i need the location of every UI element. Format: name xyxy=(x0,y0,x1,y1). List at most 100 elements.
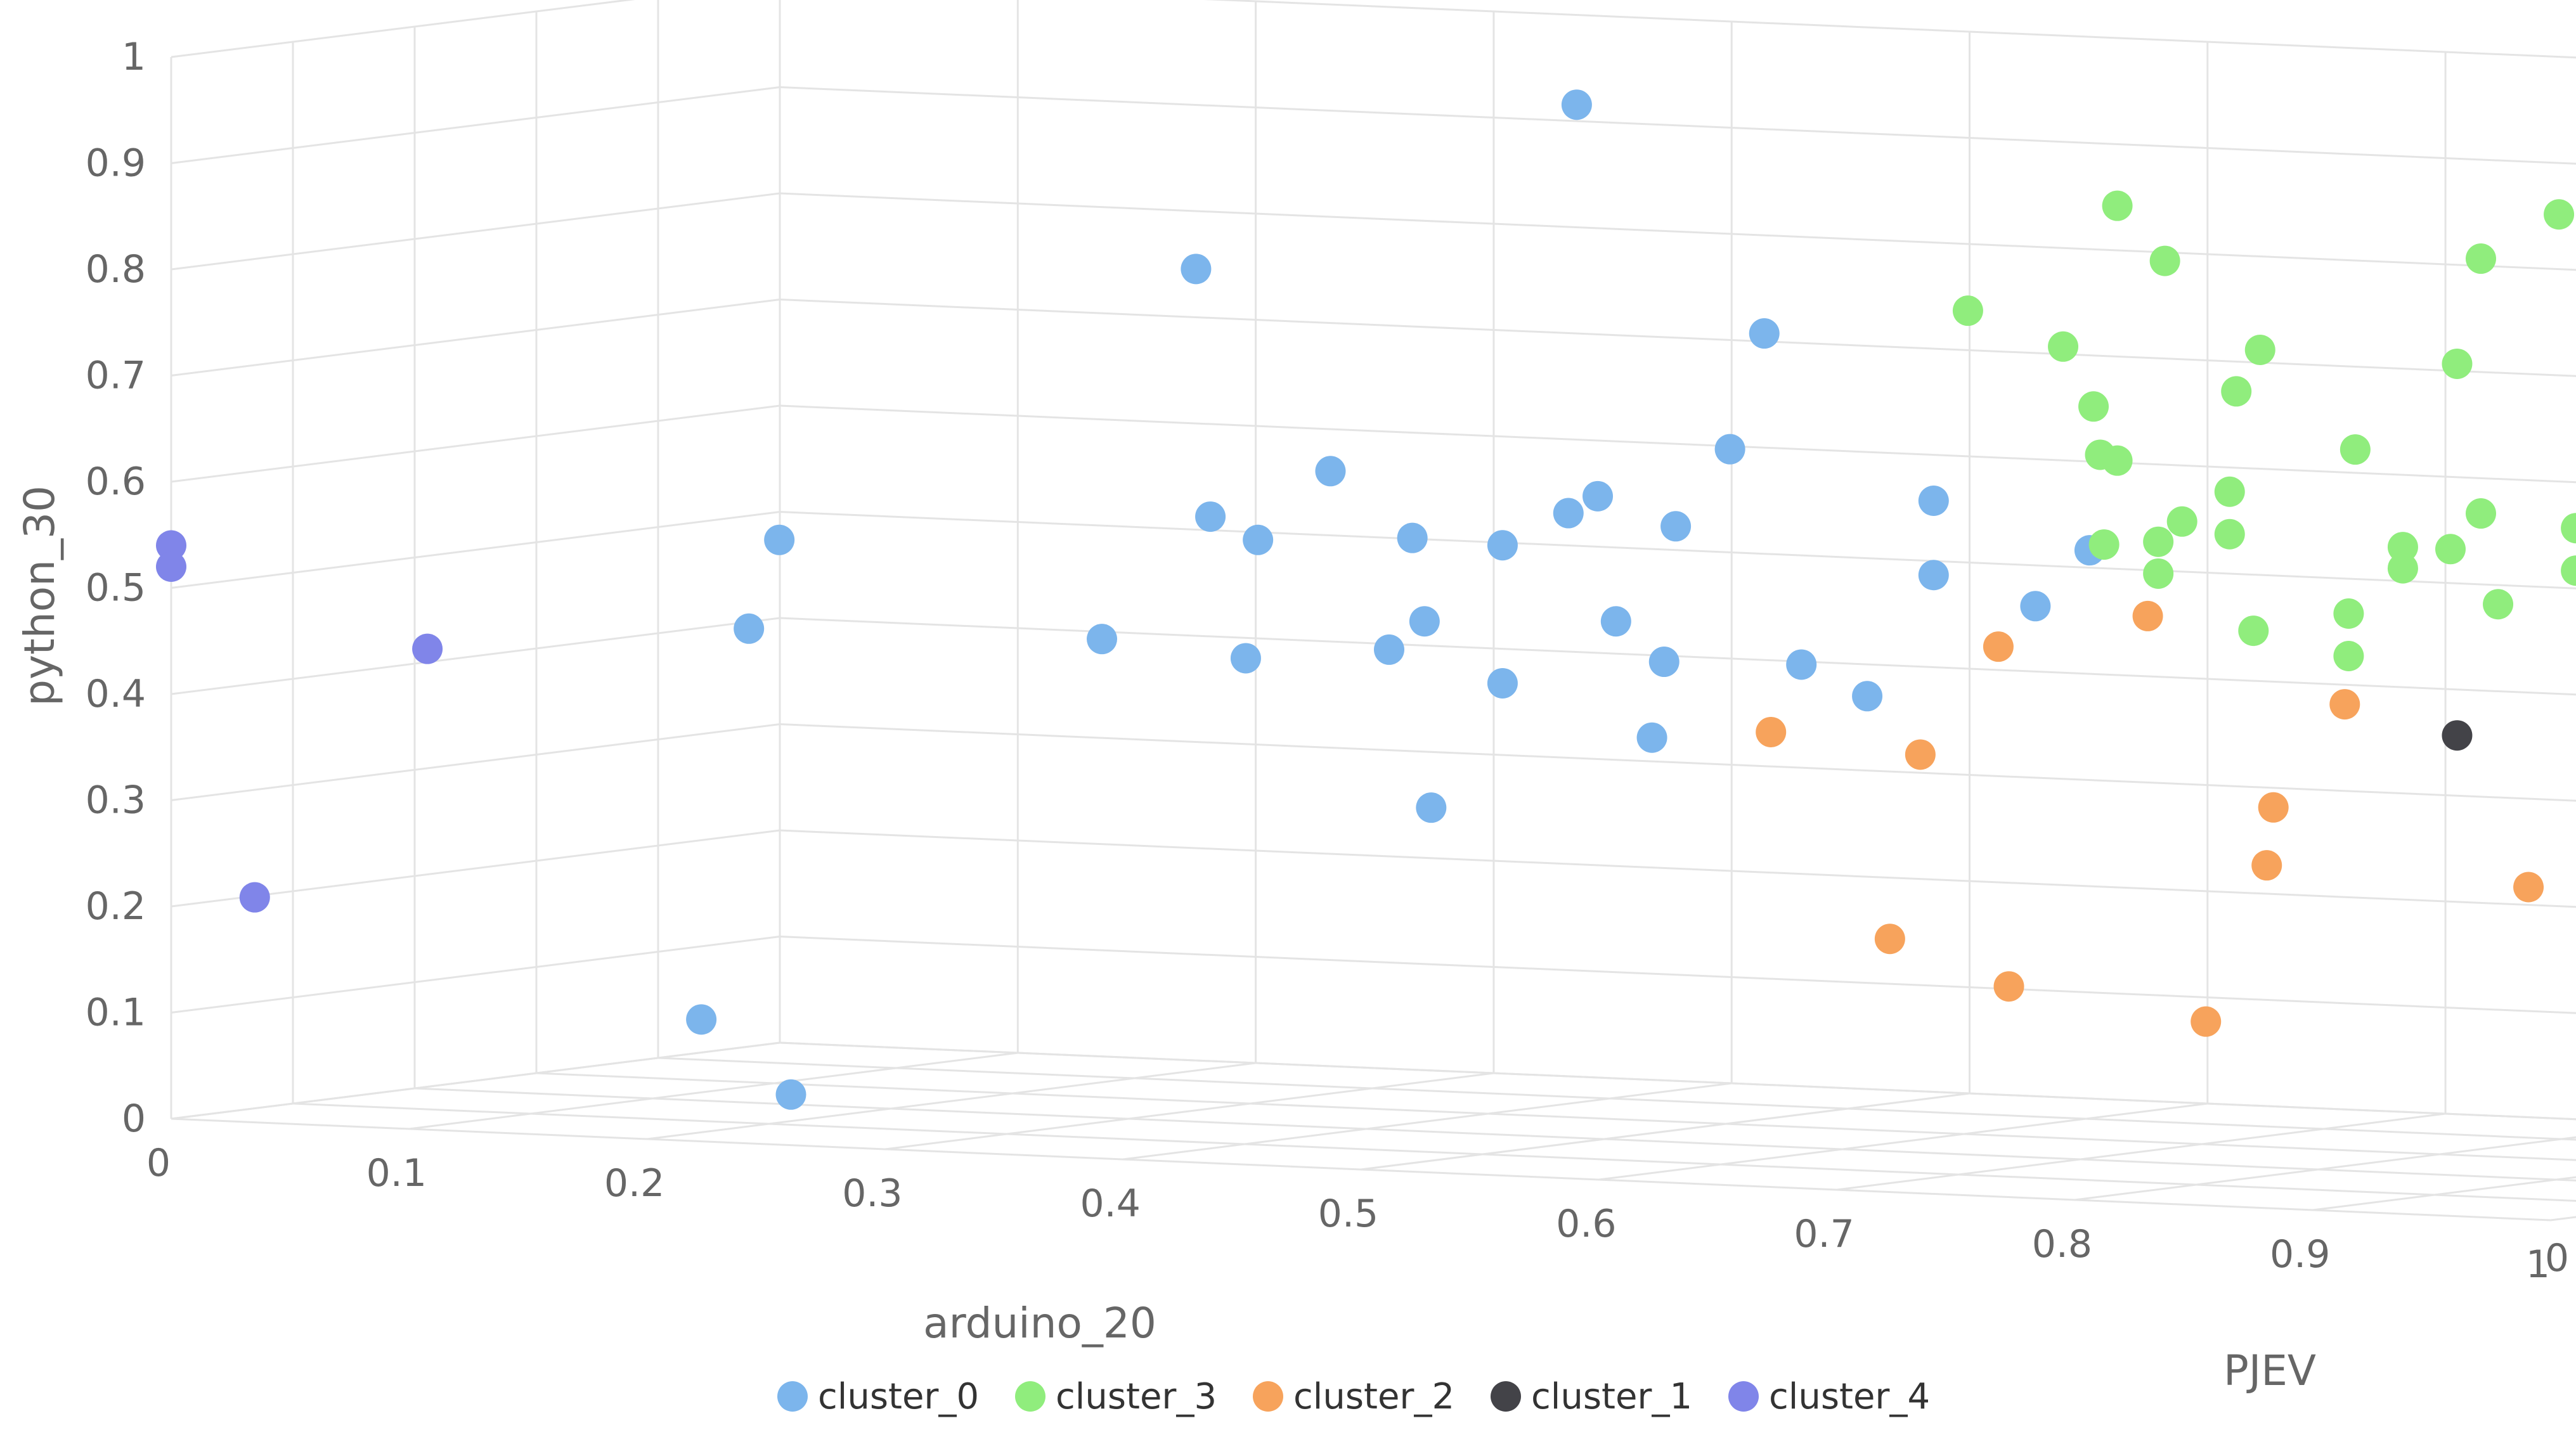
point-cluster-3[interactable] xyxy=(2102,445,2133,476)
floor-grid-line xyxy=(2312,1176,2576,1211)
y-tick-label: 0.8 xyxy=(86,247,146,292)
point-cluster-0[interactable] xyxy=(1553,498,1584,529)
point-cluster-3[interactable] xyxy=(2561,513,2576,544)
legend-item-cluster-4[interactable]: cluster_4 xyxy=(1728,1376,1930,1417)
point-cluster-3[interactable] xyxy=(2166,506,2197,537)
point-cluster-0[interactable] xyxy=(1582,480,1614,512)
point-cluster-0[interactable] xyxy=(1786,649,1817,680)
point-cluster-3[interactable] xyxy=(2442,348,2473,379)
point-cluster-3[interactable] xyxy=(2143,558,2174,589)
point-cluster-0[interactable] xyxy=(1397,522,1428,553)
floor-grid-line xyxy=(2550,1216,2576,1221)
floor-grid-line xyxy=(414,1087,2576,1182)
point-cluster-2[interactable] xyxy=(2251,850,2282,881)
floor-grid-line xyxy=(884,1072,1494,1150)
point-cluster-3[interactable] xyxy=(2333,598,2364,629)
point-cluster-3[interactable] xyxy=(2561,555,2576,586)
point-cluster-0[interactable] xyxy=(1087,624,1118,655)
point-cluster-2[interactable] xyxy=(1756,716,1787,747)
point-cluster-3[interactable] xyxy=(2435,534,2466,565)
point-cluster-0[interactable] xyxy=(1315,456,1346,487)
x-tick-label: 0.9 xyxy=(2270,1232,2330,1277)
legend-item-cluster-0[interactable]: cluster_0 xyxy=(777,1376,979,1417)
point-cluster-2[interactable] xyxy=(2191,1006,2222,1037)
point-cluster-0[interactable] xyxy=(2020,591,2051,622)
x-tick-label: 0.8 xyxy=(2032,1222,2092,1266)
point-cluster-3[interactable] xyxy=(2483,589,2514,620)
point-cluster-0[interactable] xyxy=(1230,643,1261,674)
point-cluster-3[interactable] xyxy=(2143,526,2174,557)
point-cluster-0[interactable] xyxy=(1409,606,1440,637)
point-cluster-0[interactable] xyxy=(1648,647,1680,678)
point-cluster-3[interactable] xyxy=(2078,391,2109,422)
floor-grid-line xyxy=(171,1118,2551,1221)
point-cluster-3[interactable] xyxy=(2465,243,2496,274)
side-wall-grid-line xyxy=(171,86,780,164)
floor-grid-line xyxy=(779,1041,2576,1121)
point-cluster-2[interactable] xyxy=(1874,924,1905,955)
point-cluster-3[interactable] xyxy=(2221,376,2252,407)
point-cluster-2[interactable] xyxy=(2329,689,2360,720)
legend-label-cluster-3: cluster_3 xyxy=(1056,1376,1217,1417)
back-wall-grid-line xyxy=(779,404,2576,484)
point-cluster-4[interactable] xyxy=(412,633,443,664)
point-cluster-0[interactable] xyxy=(1636,722,1667,753)
legend-item-cluster-1[interactable]: cluster_1 xyxy=(1491,1376,1692,1417)
point-cluster-3[interactable] xyxy=(2340,434,2371,465)
point-cluster-0[interactable] xyxy=(775,1079,806,1110)
point-cluster-0[interactable] xyxy=(1181,254,1212,285)
x-axis-title: arduino_20 xyxy=(923,1299,1156,1348)
point-cluster-3[interactable] xyxy=(2102,190,2133,221)
legend-item-cluster-3[interactable]: cluster_3 xyxy=(1015,1376,1217,1417)
point-cluster-3[interactable] xyxy=(2244,335,2275,365)
point-cluster-4[interactable] xyxy=(156,551,186,582)
legend-label-cluster-2: cluster_2 xyxy=(1293,1376,1454,1417)
floor-grid-line xyxy=(647,1062,1256,1140)
point-cluster-0[interactable] xyxy=(1373,634,1404,665)
point-cluster-3[interactable] xyxy=(2214,519,2245,550)
point-cluster-3[interactable] xyxy=(2544,199,2575,230)
point-cluster-0[interactable] xyxy=(1416,792,1447,823)
point-cluster-3[interactable] xyxy=(2465,498,2496,529)
point-cluster-3[interactable] xyxy=(2387,532,2418,563)
point-cluster-2[interactable] xyxy=(2258,792,2289,823)
floor-grid-line xyxy=(2074,1136,2576,1201)
point-cluster-0[interactable] xyxy=(1243,524,1274,555)
point-cluster-4[interactable] xyxy=(156,530,186,561)
point-cluster-3[interactable] xyxy=(2088,529,2120,560)
point-cluster-0[interactable] xyxy=(686,1004,717,1035)
point-cluster-3[interactable] xyxy=(2238,615,2269,647)
legend-marker-cluster-2 xyxy=(1253,1381,1283,1412)
z-axis-title: PJEV xyxy=(2223,1346,2316,1395)
point-cluster-0[interactable] xyxy=(1195,501,1226,532)
point-cluster-0[interactable] xyxy=(1918,560,1949,591)
point-cluster-0[interactable] xyxy=(1714,434,1745,465)
legend-item-cluster-2[interactable]: cluster_2 xyxy=(1253,1376,1454,1417)
point-cluster-0[interactable] xyxy=(1600,606,1631,637)
point-cluster-1[interactable] xyxy=(2442,720,2473,751)
point-cluster-2[interactable] xyxy=(2513,872,2544,903)
point-cluster-0[interactable] xyxy=(1918,486,1949,516)
floor-grid-line xyxy=(536,1072,2576,1161)
point-cluster-0[interactable] xyxy=(764,524,795,555)
point-cluster-0[interactable] xyxy=(1660,511,1692,542)
point-cluster-0[interactable] xyxy=(1487,530,1518,561)
point-cluster-4[interactable] xyxy=(239,882,270,913)
point-cluster-3[interactable] xyxy=(1952,295,1983,326)
point-cluster-3[interactable] xyxy=(2387,553,2418,584)
point-cluster-0[interactable] xyxy=(1749,318,1780,349)
point-cluster-2[interactable] xyxy=(1983,631,2014,662)
point-cluster-3[interactable] xyxy=(2048,331,2079,362)
point-cluster-0[interactable] xyxy=(1487,667,1518,699)
point-cluster-2[interactable] xyxy=(1993,971,2024,1002)
legend-marker-cluster-4 xyxy=(1728,1381,1759,1412)
point-cluster-2[interactable] xyxy=(1905,739,1936,770)
point-cluster-0[interactable] xyxy=(1852,681,1883,712)
point-cluster-2[interactable] xyxy=(2132,600,2163,631)
point-cluster-3[interactable] xyxy=(2333,641,2364,671)
point-cluster-0[interactable] xyxy=(734,613,765,644)
point-cluster-3[interactable] xyxy=(2214,476,2245,507)
legend-marker-cluster-0 xyxy=(777,1381,808,1412)
point-cluster-0[interactable] xyxy=(1561,89,1592,120)
point-cluster-3[interactable] xyxy=(2149,245,2180,276)
